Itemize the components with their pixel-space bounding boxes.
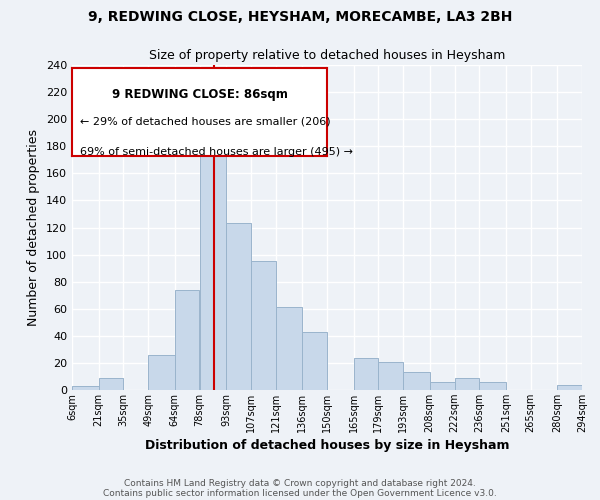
Bar bbox=[379, 362, 403, 390]
Bar bbox=[226, 224, 251, 390]
Title: Size of property relative to detached houses in Heysham: Size of property relative to detached ho… bbox=[149, 50, 505, 62]
Y-axis label: Number of detached properties: Number of detached properties bbox=[28, 129, 40, 326]
Bar bbox=[175, 290, 199, 390]
Bar bbox=[557, 384, 582, 390]
Text: Contains public sector information licensed under the Open Government Licence v3: Contains public sector information licen… bbox=[103, 488, 497, 498]
Bar bbox=[455, 378, 479, 390]
Bar bbox=[302, 332, 327, 390]
Bar bbox=[72, 386, 98, 390]
Bar bbox=[403, 372, 430, 390]
Bar bbox=[479, 382, 506, 390]
Bar bbox=[430, 382, 455, 390]
Bar bbox=[199, 122, 226, 390]
Bar bbox=[275, 308, 302, 390]
Bar bbox=[98, 378, 124, 390]
Bar bbox=[251, 262, 275, 390]
Bar bbox=[148, 355, 175, 390]
X-axis label: Distribution of detached houses by size in Heysham: Distribution of detached houses by size … bbox=[145, 439, 509, 452]
Text: Contains HM Land Registry data © Crown copyright and database right 2024.: Contains HM Land Registry data © Crown c… bbox=[124, 478, 476, 488]
Text: 9, REDWING CLOSE, HEYSHAM, MORECAMBE, LA3 2BH: 9, REDWING CLOSE, HEYSHAM, MORECAMBE, LA… bbox=[88, 10, 512, 24]
Bar bbox=[353, 358, 379, 390]
